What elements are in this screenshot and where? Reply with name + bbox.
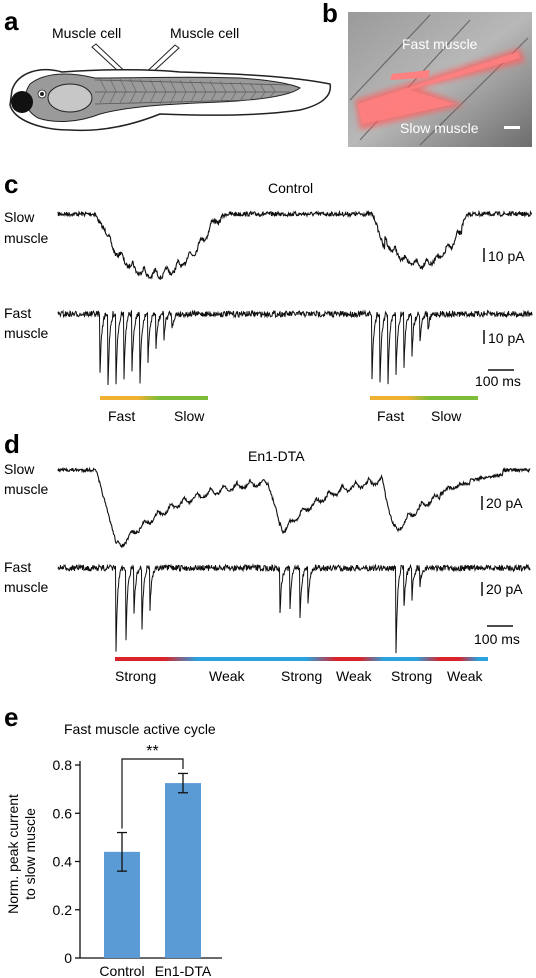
d-phase-label-strong-1: Strong (115, 668, 156, 684)
c-row2-label-line1: Fast (4, 305, 31, 321)
d-phase-label-strong-3: Strong (391, 668, 432, 684)
e-ylabel-line1: Norm. peak current (5, 794, 21, 914)
d-time-scale-label: 100 ms (474, 631, 520, 647)
c-scale-label-2: 10 pA (488, 330, 525, 346)
c-time-scale-label: 100 ms (475, 373, 521, 389)
c-fast-muscle-trace (57, 309, 533, 386)
c-slow-muscle-trace (57, 209, 533, 281)
c-row1-label-line2: muscle (4, 230, 49, 246)
panel-letter-c: c (4, 169, 18, 199)
panel-d-title: En1-DTA (248, 448, 305, 464)
slow-muscle-label: Slow muscle (400, 120, 479, 136)
d-phase-label-weak-2: Weak (336, 668, 373, 684)
c-row1-label-line1: Slow (4, 209, 35, 225)
e-significance-label: ** (146, 743, 158, 760)
fast-muscle-label: Fast muscle (402, 36, 478, 52)
c-phase-label-fast-1: Fast (108, 408, 135, 424)
d-phase-bar-1 (115, 657, 280, 661)
c-row2-label-line2: muscle (4, 325, 49, 341)
electrode-left-label: Muscle cell (52, 25, 121, 41)
d-phase-label-weak-3: Weak (447, 668, 484, 684)
d-row1-label-line2: muscle (4, 481, 49, 497)
panel-d: d En1-DTA Slow muscle Fast muscle 20 pA … (4, 429, 531, 684)
e-significance-bracket (121, 758, 184, 829)
e-y-tick-label: 0.6 (53, 805, 73, 821)
eye-icon (11, 91, 33, 113)
electrode-right-label: Muscle cell (170, 25, 239, 41)
d-scale-label-1: 20 pA (486, 495, 523, 511)
panel-e-title: Fast muscle active cycle (64, 721, 216, 737)
panel-c-title: Control (268, 180, 313, 196)
zebrafish-larva-illustration (9, 68, 332, 132)
e-ylabel: Norm. peak current to slow muscle (5, 794, 38, 914)
e-bar-chart: 0 0.2 0.4 0.6 0.8 Control En1-DTA ** (53, 743, 222, 978)
c-phase-label-slow-1: Slow (174, 408, 205, 424)
panel-a: a Muscle cell Muscle cell (4, 6, 332, 132)
panel-letter-e: e (4, 702, 18, 732)
d-scale-label-2: 20 pA (486, 581, 523, 597)
panel-e: e Fast muscle active cycle Norm. peak cu… (4, 702, 222, 978)
red-fluorescent-muscle-fibers (355, 48, 525, 130)
e-y-tick-label: 0.4 (53, 854, 73, 870)
d-fast-muscle-trace (57, 563, 531, 654)
c-phase-label-fast-2: Fast (377, 408, 404, 424)
e-y-tick-label: 0 (64, 950, 72, 966)
c-scale-label-1: 10 pA (488, 248, 525, 264)
e-y-tick-label: 0.2 (53, 902, 73, 918)
panel-letter-b: b (322, 0, 338, 28)
panel-b: b Fast muscle Slow muscle (322, 0, 532, 147)
micrograph-scale-bar (504, 126, 520, 129)
panel-letter-a: a (4, 6, 19, 36)
c-phase-bar-2 (370, 396, 478, 400)
e-y-tick-label: 0.8 (53, 757, 73, 773)
d-row2-label-line2: muscle (4, 579, 49, 595)
panel-letter-d: d (4, 429, 20, 459)
d-phase-label-strong-2: Strong (281, 668, 322, 684)
e-ylabel-line2: to slow muscle (22, 808, 38, 900)
d-phase-bar-3 (392, 657, 488, 661)
d-slow-muscle-trace (57, 466, 531, 548)
e-bar-en1-dta (165, 783, 201, 958)
d-row1-label-line1: Slow (4, 461, 35, 477)
c-phase-bar-1 (100, 396, 208, 400)
d-phase-label-weak-1: Weak (209, 668, 246, 684)
d-row2-label-line1: Fast (4, 559, 31, 575)
panel-c: c Control Slow muscle Fast muscle 10 pA … (4, 169, 533, 424)
e-x-tick-label: En1-DTA (155, 963, 212, 978)
d-phase-bar-2 (276, 657, 396, 661)
c-phase-label-slow-2: Slow (431, 408, 462, 424)
e-x-tick-label: Control (99, 963, 144, 978)
